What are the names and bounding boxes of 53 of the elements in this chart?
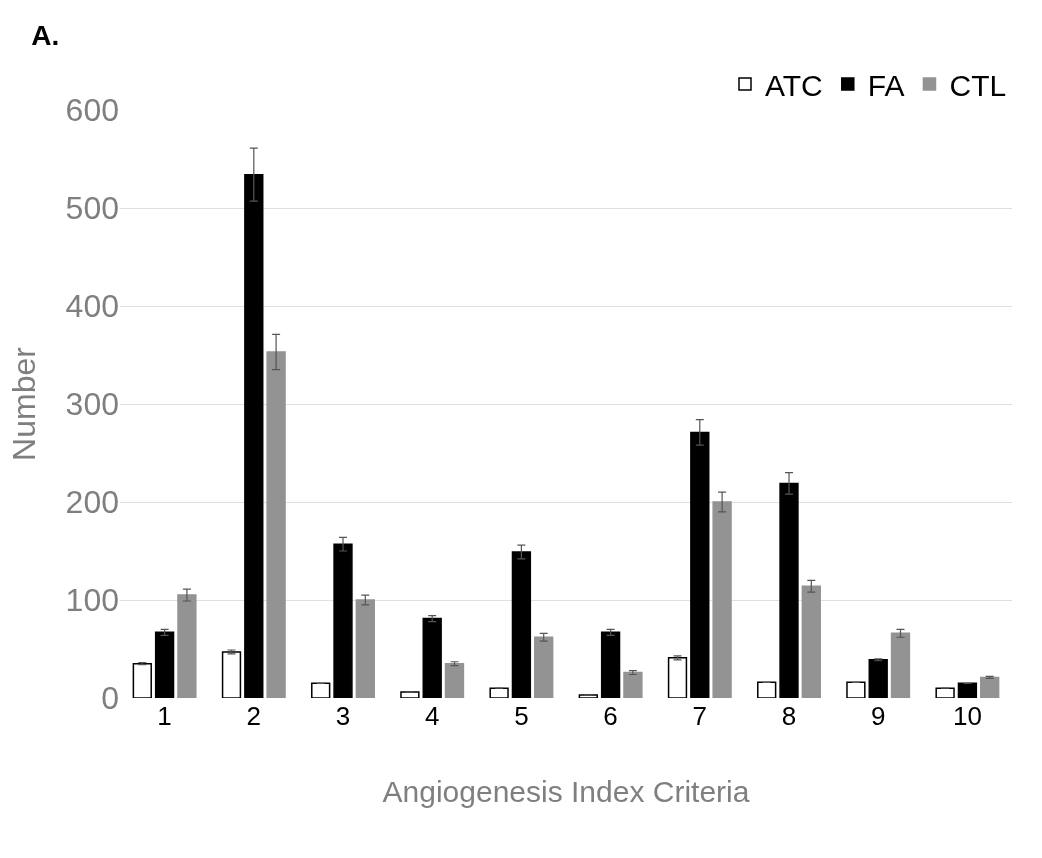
y-tick-label: 600 [65,92,119,129]
x-tick-label: 9 [870,701,886,731]
bar [444,662,465,698]
y-tick-label: 500 [65,190,119,227]
legend-label: ATC [765,68,823,102]
bar [868,659,888,698]
chart-title: A. [31,20,60,52]
x-tick-label: 3 [335,701,351,731]
bar [935,687,955,698]
bar [266,351,286,698]
bar [578,694,598,698]
y-tick-label: 0 [101,680,119,717]
y-tick-label: 300 [65,386,119,423]
bar [690,431,710,698]
bar [980,676,1000,698]
x-tick-label: 1 [157,701,172,731]
y-tick-label: 200 [65,484,119,521]
bar [311,682,331,698]
x-tick-label: 8 [781,701,797,731]
y-tick-label: 100 [65,582,119,619]
bar [154,631,175,698]
bar [779,482,799,698]
x-tick-label: 10 [952,701,982,731]
bar [400,691,420,698]
x-tick-label: 6 [603,701,618,731]
y-axis-title: Number [5,346,42,461]
bar [132,662,152,698]
bar [333,543,353,698]
bar [177,594,197,698]
bar [712,501,732,698]
bar [422,617,442,698]
bar [623,671,643,698]
bar [534,636,554,698]
bar [355,599,375,698]
bar [957,682,978,698]
y-tick-label: 400 [65,288,119,325]
bar [801,585,821,698]
x-axis-title: Angiogenesis Index Criteria [382,774,750,808]
bar [221,651,242,698]
bar [489,687,509,698]
x-tick-label: 5 [514,701,529,731]
x-tick-label: 2 [246,701,262,731]
legend-label: CTL [949,68,1007,102]
bar [757,681,777,698]
bar [890,632,911,698]
bar [667,657,688,698]
x-tick-label: 7 [692,701,708,731]
bar [244,173,264,698]
bar [846,681,866,698]
x-tick-label: 4 [424,701,440,731]
bar [600,631,621,698]
legend-label: FA [867,68,905,102]
bar [511,551,532,698]
